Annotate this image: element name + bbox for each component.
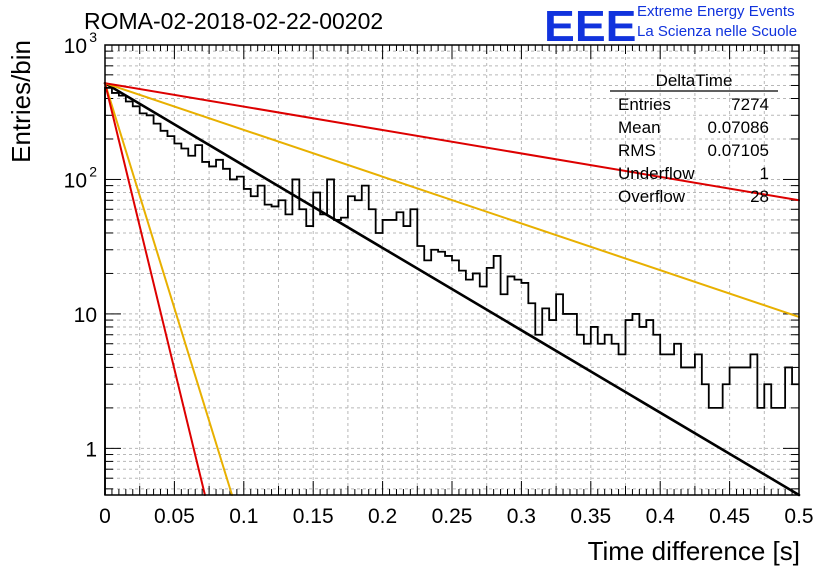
fit-line [103, 81, 801, 497]
stats-value: 0.07105 [708, 141, 769, 160]
y-tick-label: 10 [64, 169, 87, 192]
fit-line [104, 82, 234, 496]
y-tick-exponent: 3 [89, 29, 97, 45]
grid [105, 45, 799, 495]
x-tick-label: 0.1 [229, 505, 258, 528]
stats-label: Overflow [618, 187, 686, 206]
stats-value: 1 [760, 164, 769, 183]
x-tick-label: 0.25 [432, 505, 473, 528]
x-tick-label: 0.2 [368, 505, 397, 528]
y-tick-label: 1 [85, 438, 97, 461]
stats-label: Mean [618, 118, 661, 137]
logo-subtitle-2: La Scienza nelle Scuole [637, 23, 798, 40]
y-tick-exponent: 2 [89, 163, 97, 179]
stats-value: 28 [750, 187, 769, 206]
axis-ticks [104, 45, 800, 495]
histogram-steps [104, 86, 799, 495]
logo-subtitle-1: Extreme Energy Events [637, 3, 795, 20]
stats-label: RMS [618, 141, 656, 160]
stats-label: Underflow [618, 164, 695, 183]
fit-curves [103, 81, 801, 497]
y-tick-label: 10 [74, 304, 97, 327]
stats-value: 7274 [731, 95, 769, 114]
x-tick-label: 0.45 [709, 505, 750, 528]
fit-line [104, 82, 800, 318]
stats-value: 0.07086 [708, 118, 769, 137]
fit-line [104, 82, 800, 202]
fit-line [104, 82, 206, 496]
axis-labels: 0 0.05 0.1 0.15 0.2 0.25 0.3 0.35 0.4 0.45 0.5 1 10 1… [64, 29, 814, 528]
x-tick-label: 0.5 [784, 505, 813, 528]
x-tick-label: 0.3 [507, 505, 536, 528]
x-tick-label: 0 [99, 505, 111, 528]
stats-title: DeltaTime [656, 71, 733, 90]
eee-logo: EEE [544, 2, 637, 51]
x-tick-label: 0.35 [570, 505, 611, 528]
stats-box: DeltaTime Entries 7274 Mean 0.07086 RMS 0.071… [610, 71, 778, 206]
x-tick-label: 0.15 [293, 505, 334, 528]
plot-frame [104, 44, 800, 496]
x-tick-label: 0.05 [154, 505, 195, 528]
x-tick-label: 0.4 [646, 505, 676, 528]
y-tick-label: 10 [64, 35, 87, 58]
histogram-series [104, 86, 799, 495]
stats-label: Entries [618, 95, 671, 114]
x-axis-label: Time difference [s] [588, 536, 800, 566]
y-axis-label: Entries/bin [6, 40, 36, 163]
plot-title: ROMA-02-2018-02-22-00202 [84, 8, 384, 34]
